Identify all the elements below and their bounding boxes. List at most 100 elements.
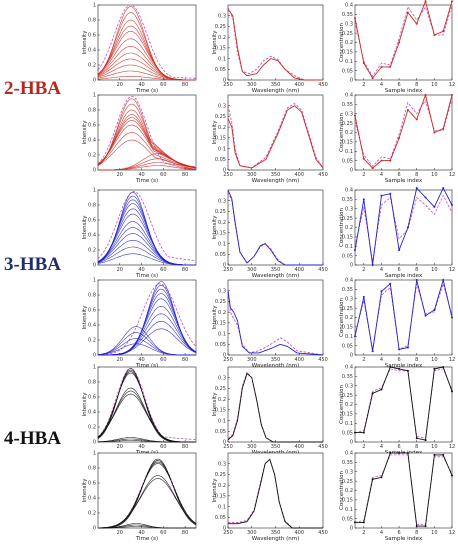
y-tick-label: 0.4 bbox=[88, 138, 96, 144]
y-tick-label: 0.05 bbox=[342, 516, 353, 522]
x-tick-label: 60 bbox=[160, 357, 166, 363]
x-tick-label: 350 bbox=[271, 267, 281, 273]
y-tick-label: 0.25 bbox=[215, 386, 226, 392]
y-tick-label: 0.8 bbox=[88, 380, 96, 386]
concentration-point bbox=[389, 282, 392, 285]
y-tick-label: 0 bbox=[223, 526, 226, 532]
y-tick-label: 0.35 bbox=[342, 102, 353, 108]
concentration-line bbox=[355, 452, 453, 527]
dashed-series bbox=[97, 191, 197, 261]
panel-wave-4hba-a: 250 300 350 400 450 0 0.05 0.1 0.15 0.2 0.25 0.3 Wav… bbox=[212, 366, 328, 456]
y-tick-label: 0.6 bbox=[88, 481, 96, 487]
dashed-concentration bbox=[354, 368, 453, 439]
y-tick-label: 0.2 bbox=[345, 488, 353, 494]
x-tick-label: 80 bbox=[182, 444, 188, 450]
x-tick-label: 6 bbox=[397, 267, 400, 273]
x-tick-label: 40 bbox=[138, 357, 144, 363]
profile-line bbox=[98, 165, 197, 171]
x-axis-label: Wavelength (nm) bbox=[252, 536, 300, 542]
concentration-point bbox=[451, 316, 453, 319]
y-tick-label: 0.1 bbox=[345, 507, 353, 513]
dashed-spectrum bbox=[227, 288, 324, 356]
x-tick-label: 300 bbox=[247, 357, 257, 363]
concentration-point bbox=[371, 350, 374, 353]
group-label-4hba: 4-HBA bbox=[4, 428, 61, 449]
y-tick-label: 0.1 bbox=[345, 59, 353, 65]
x-axis-label: Time (s) bbox=[135, 88, 158, 94]
concentration-point bbox=[389, 452, 392, 454]
panel-time-4hba-a: 20 40 60 80 0 0.2 0.4 0.6 0.8 1 Time (s) Intensity bbox=[82, 365, 197, 456]
profile-line bbox=[98, 440, 196, 443]
y-tick-label: 1 bbox=[93, 278, 96, 284]
concentration-point bbox=[415, 525, 418, 528]
x-tick-label: 60 bbox=[160, 530, 166, 536]
x-tick-label: 250 bbox=[223, 82, 233, 88]
plot-frame bbox=[227, 4, 324, 81]
y-tick-label: 0.05 bbox=[215, 342, 226, 348]
y-tick-label: 0.05 bbox=[215, 515, 226, 521]
y-tick-label: 0.2 bbox=[88, 153, 96, 159]
y-axis-label: Concentration bbox=[339, 208, 345, 247]
y-axis-label: Concentration bbox=[339, 298, 345, 337]
concentration-point bbox=[433, 309, 436, 311]
y-tick-label: 0.35 bbox=[342, 12, 353, 18]
plot-frame bbox=[354, 452, 453, 529]
y-tick-label: 0.6 bbox=[88, 395, 96, 401]
concentration-point bbox=[451, 474, 453, 477]
x-tick-label: 60 bbox=[160, 444, 166, 450]
x-tick-label: 8 bbox=[415, 530, 418, 536]
plot-frame bbox=[354, 279, 453, 356]
y-axis-label: Concentration bbox=[339, 113, 345, 152]
x-tick-label: 6 bbox=[397, 357, 400, 363]
x-tick-label: 12 bbox=[449, 267, 455, 273]
profile-line bbox=[98, 526, 196, 529]
concentration-point bbox=[451, 94, 453, 96]
x-tick-label: 60 bbox=[160, 267, 166, 273]
y-tick-label: 0.05 bbox=[215, 67, 226, 73]
profile-line bbox=[98, 328, 197, 356]
x-tick-label: 2 bbox=[362, 357, 365, 363]
y-tick-label: 0.15 bbox=[215, 494, 226, 500]
x-tick-label: 4 bbox=[380, 530, 383, 536]
dashed-series bbox=[97, 4, 196, 79]
concentration-point bbox=[362, 521, 365, 524]
x-tick-label: 80 bbox=[182, 172, 188, 178]
y-tick-label: 0.1 bbox=[218, 241, 226, 247]
panel-wave-2hba-a: 250 300 350 400 450 0 0.05 0.1 0.15 0.2 0.25 0.3 Wav… bbox=[212, 4, 328, 94]
y-tick-label: 0.2 bbox=[88, 248, 96, 254]
group-label-2hba: 2-HBA bbox=[4, 78, 61, 99]
y-tick-label: 0.3 bbox=[218, 288, 226, 294]
x-tick-label: 10 bbox=[431, 530, 437, 536]
concentration-point bbox=[354, 17, 356, 20]
profile-line bbox=[97, 139, 197, 169]
y-axis-label: Concentration bbox=[339, 23, 345, 62]
concentration-point bbox=[389, 192, 392, 195]
panel-wave-2hba-b: 250 300 350 400 450 0 0.05 0.1 0.15 0.2 0.25 0.3 Wav… bbox=[212, 94, 328, 184]
x-tick-label: 40 bbox=[138, 82, 144, 88]
y-tick-label: 0.4 bbox=[345, 451, 353, 457]
y-tick-label: 0.15 bbox=[215, 321, 226, 327]
concentration-point bbox=[424, 94, 427, 96]
dashed-series bbox=[97, 96, 197, 167]
x-axis-label: Sample index bbox=[385, 536, 423, 542]
dashed-spectrum bbox=[228, 458, 323, 529]
x-tick-label: 400 bbox=[294, 82, 304, 88]
concentration-point bbox=[415, 22, 418, 25]
concentration-point bbox=[380, 194, 383, 197]
panel-time-3hba-b: 20 40 60 80 0 0.2 0.4 0.6 0.8 1 Time (s) Intensity bbox=[82, 278, 197, 369]
x-tick-label: 400 bbox=[294, 444, 304, 450]
concentration-point bbox=[398, 348, 401, 351]
y-tick-label: 0.4 bbox=[88, 48, 96, 54]
x-axis-label: Wavelength (nm) bbox=[252, 178, 300, 184]
concentration-point bbox=[442, 187, 445, 190]
y-tick-label: 0.2 bbox=[218, 220, 226, 226]
y-tick-label: 0.05 bbox=[342, 430, 353, 436]
y-tick-label: 0.3 bbox=[345, 206, 353, 212]
x-tick-label: 80 bbox=[182, 530, 188, 536]
plot-frame bbox=[227, 189, 324, 266]
concentration-point bbox=[362, 62, 365, 65]
y-tick-label: 0 bbox=[350, 168, 353, 174]
y-axis-label: Intensity bbox=[82, 215, 88, 240]
y-tick-label: 0.1 bbox=[218, 418, 226, 424]
